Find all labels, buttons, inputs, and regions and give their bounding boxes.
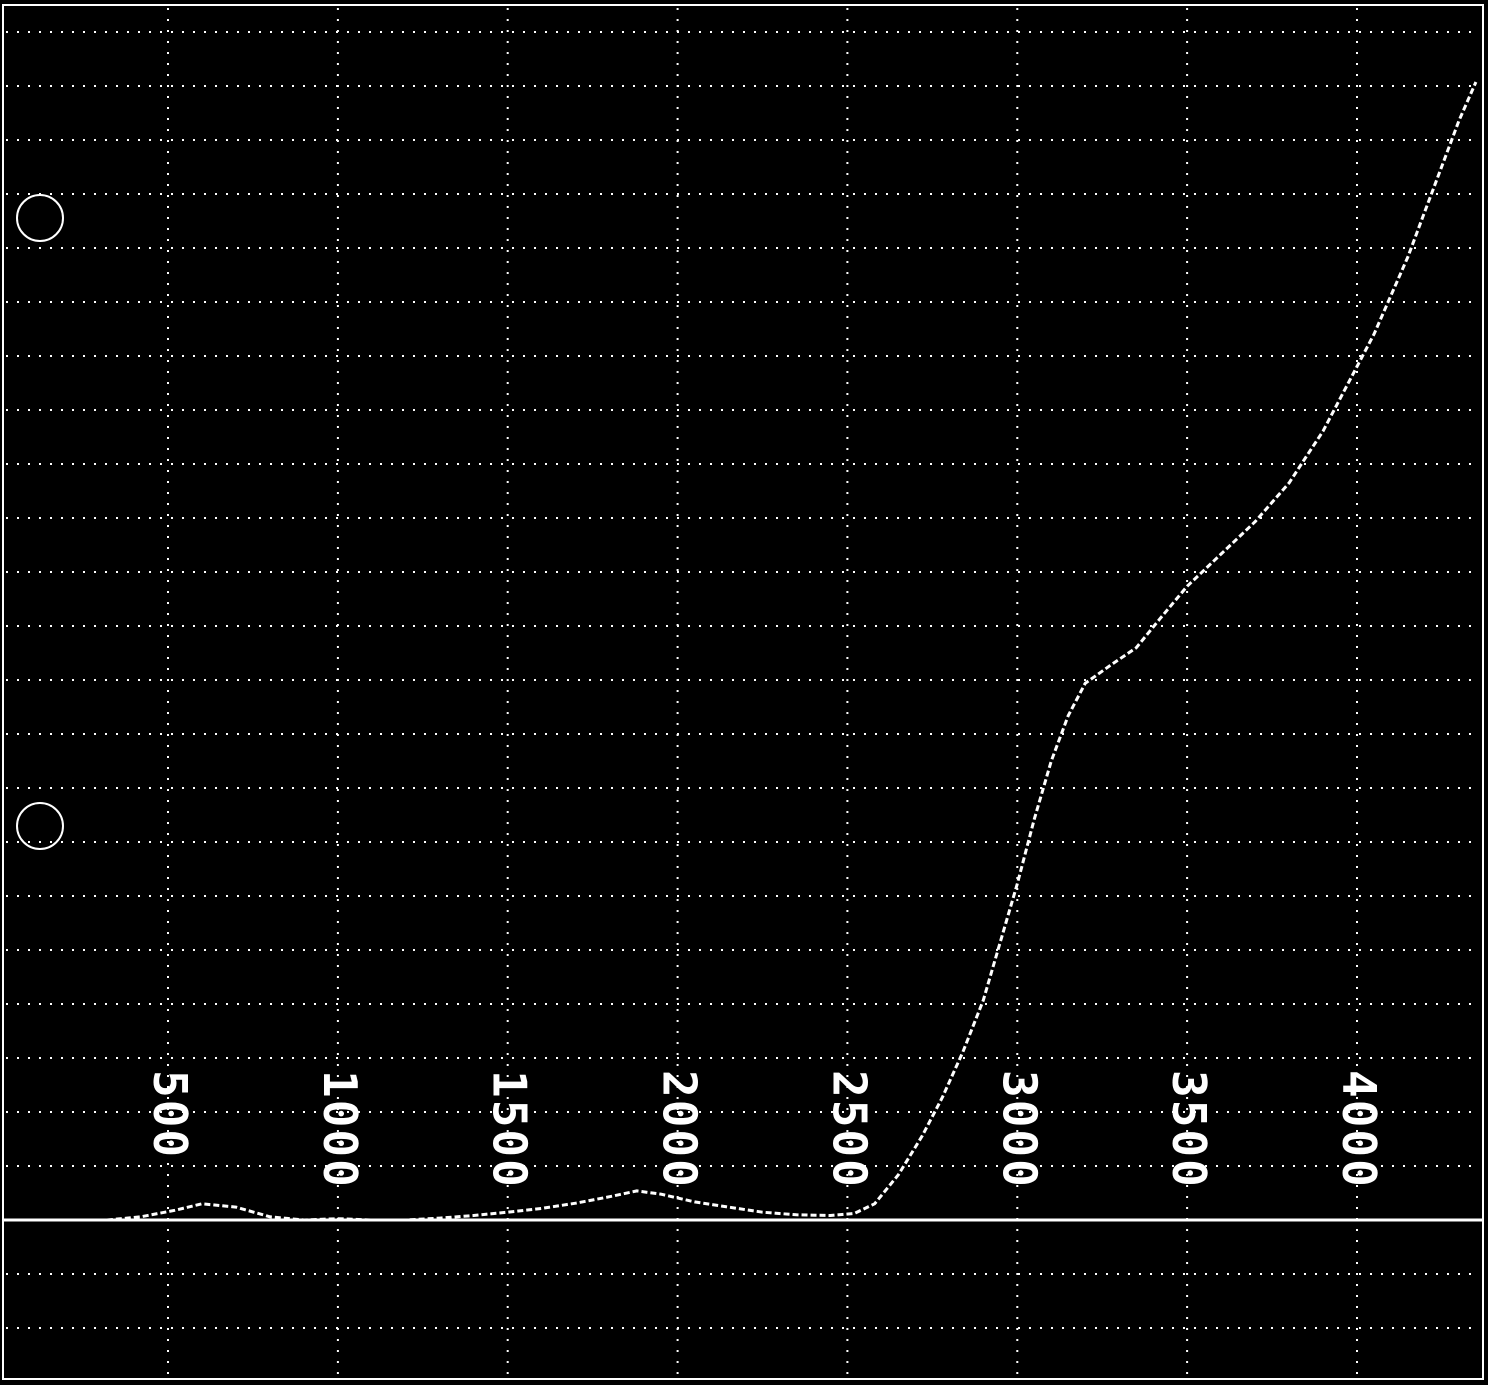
punch-holes	[16, 194, 64, 850]
series-line	[106, 81, 1478, 1222]
x-tick-label: 3500	[1162, 1070, 1216, 1189]
chart-border	[2, 4, 1484, 1380]
x-tick-label: 3000	[992, 1070, 1046, 1189]
x-tick-label: 4000	[1332, 1070, 1386, 1189]
x-tick-label: 500	[143, 1070, 197, 1159]
x-tick-label: 1500	[483, 1070, 537, 1189]
grid-lines	[6, 8, 1480, 1376]
x-tick-label: 2500	[822, 1070, 876, 1189]
x-tick-labels: 500 1000 1500 2000 2500 3000 3500 4000	[143, 1070, 1386, 1189]
x-tick-label: 1000	[313, 1070, 367, 1189]
series-trace	[106, 81, 1478, 1222]
punch-hole-top	[16, 194, 64, 242]
x-tick-label: 2000	[653, 1070, 707, 1189]
punch-hole-bottom	[16, 802, 64, 850]
